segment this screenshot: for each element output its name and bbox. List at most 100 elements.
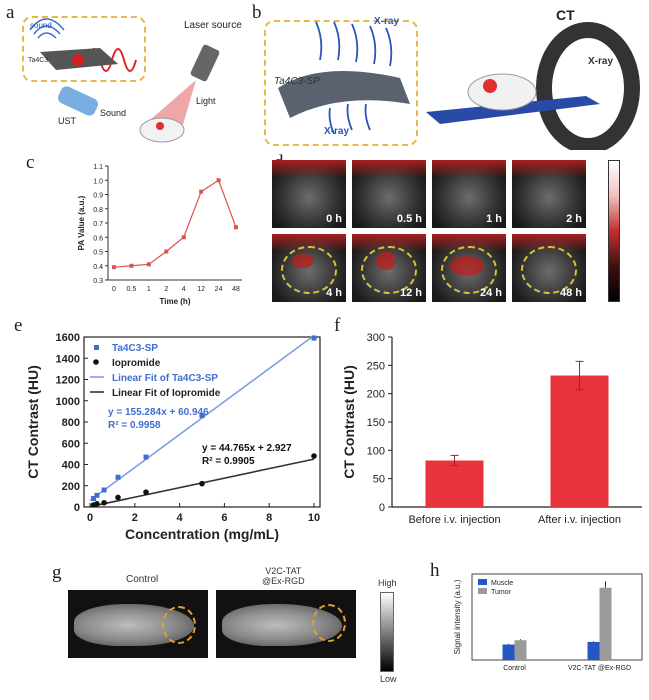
e-legend-fit1: Linear Fit of Ta4C3-SP: [112, 373, 218, 384]
label-sound-2: Sound: [100, 108, 126, 118]
label-ta4c3: Ta4C3: [28, 57, 48, 64]
mri-scale-high: High: [378, 578, 397, 588]
ultrasound-tile: 0.5 h: [352, 160, 426, 228]
mri-title-control: Control: [126, 574, 159, 585]
tumor-outline: [441, 246, 497, 294]
c-data-point: [112, 265, 116, 270]
pa-signal-band: [352, 234, 426, 252]
ultrasound-time-label: 4 h: [326, 287, 342, 299]
c-x-tick-label: 0.5: [127, 286, 137, 293]
c-y-axis-label: PA Value (a.u.): [77, 195, 86, 250]
panel-a: a sound Ta4C3 Laser source Light UST Sou…: [0, 0, 250, 150]
ct-table-icon: [426, 96, 600, 124]
c-y-tick-label: 1.0: [93, 178, 103, 185]
laser-source-icon: [190, 44, 220, 82]
panel-c: c 0.3 0.4 0.5 0.6 0.7 0.8 0.9 1.0 1.1 0 0.5 1 2 4 12 24…: [0, 150, 260, 310]
ultrasound-time-label: 12 h: [399, 287, 422, 299]
e-legend-marker-ta4c3: [94, 345, 99, 350]
panel-e: e 0 200 400 600 800 1000 1200 1400 1600 0 2 4 6 8 10 Ta…: [0, 315, 330, 555]
pa-signal-band: [432, 160, 506, 178]
ultrasound-time-label: 2 h: [566, 213, 582, 225]
chart-c: 0.30.40.50.60.70.80.91.01.10 0.5 1 2 4 12 24 48…: [77, 164, 242, 306]
ultrasound-time-label: 0 h: [326, 213, 342, 225]
label-xray-ring: X-ray: [588, 56, 613, 67]
e-x-tick-label: 10: [308, 512, 320, 524]
e-point-ta4c3: [115, 474, 121, 480]
panel-f: f 0 50 100 150 200 250 300 Before i.v. injectio…: [330, 315, 649, 555]
heat-spot-icon: [72, 54, 84, 66]
e-point-iopromide: [115, 494, 121, 501]
f-y-tick-label: 300: [367, 332, 385, 344]
pa-signal-band: [272, 234, 346, 252]
c-y-tick-label: 0.3: [93, 278, 103, 285]
e-x-tick-label: 0: [87, 512, 93, 524]
c-data-point: [216, 178, 221, 183]
h-bar: [502, 644, 515, 660]
mri-title-v2c-line1: V2C-TAT: [265, 566, 302, 576]
label-ust: UST: [58, 116, 77, 126]
e-point-iopromide: [101, 499, 107, 506]
panel-label-h: h: [430, 560, 440, 581]
panel-label-c: c: [26, 152, 35, 173]
e-point-iopromide: [311, 453, 317, 459]
h-legend-swatch: [478, 588, 487, 594]
tumor-outline-v2c: [312, 604, 346, 642]
f-y-tick-label: 200: [367, 389, 385, 401]
c-y-tick-label: 0.7: [93, 221, 103, 228]
ultrasound-tile: 4 h: [272, 234, 346, 302]
mri-title-v2c: V2C-TAT @Ex-RGD: [262, 566, 305, 586]
chart-e: 0 200 400 600 800 1000 1200 1400 1600 0 2 4 6 8 10 Ta4C…: [25, 332, 321, 542]
e-y-tick-label: 1600: [56, 332, 80, 344]
ultrasound-tile: 1 h: [432, 160, 506, 228]
c-series-line: [113, 179, 237, 268]
e-x-tick-label: 4: [177, 512, 184, 524]
label-xray-top: X-ray: [374, 16, 399, 27]
c-x-tick-label: 1: [147, 286, 151, 293]
mri-image-v2c: [216, 590, 356, 658]
c-x-axis-label: Time (h): [160, 297, 191, 306]
e-legend-fit2: Linear Fit of Iopromide: [112, 388, 221, 399]
ultrasound-tile: 12 h: [352, 234, 426, 302]
e-y-tick-label: 200: [62, 481, 80, 493]
panel-d: d 0 h0.5 h1 h2 h4 h12 h24 h48 h: [262, 150, 649, 310]
label-laser-source: Laser source: [184, 20, 242, 31]
e-y-tick-label: 400: [62, 460, 80, 472]
e-y-tick-label: 1200: [56, 375, 80, 387]
inset-box-a: [22, 16, 146, 82]
c-x-tick-label: 48: [232, 286, 240, 293]
ultrasound-time-label: 0.5 h: [396, 213, 422, 225]
pa-signal-band: [272, 160, 346, 178]
c-x-tick-label: 24: [215, 286, 223, 293]
c-data-point: [146, 262, 151, 267]
pa-signal-band: [432, 234, 506, 252]
ct-gantry-icon: [536, 22, 640, 150]
panel-a-illustration: sound Ta4C3 Laser source Light UST Sound: [28, 18, 242, 143]
c-x-tick-label: 4: [182, 286, 186, 293]
ultrasound-tile: 24 h: [432, 234, 506, 302]
h-legend-swatch: [478, 579, 487, 585]
f-y-tick-label: 150: [367, 417, 385, 429]
c-x-tick-label: 12: [197, 286, 205, 293]
tumor-outline: [521, 246, 577, 294]
c-y-tick-label: 0.5: [93, 250, 103, 257]
tumor-outline: [361, 246, 417, 294]
h-bar: [587, 641, 600, 660]
panel-b: b X-ray Ta4C3-SP X-ray CT X-ray: [250, 0, 649, 150]
colorbar: [608, 160, 620, 302]
c-data-point: [164, 249, 169, 254]
ultrasound-tile: 0 h: [272, 160, 346, 228]
f-y-tick-label: 50: [373, 474, 385, 486]
e-point-ta4c3: [311, 335, 317, 341]
tumor-outline: [281, 246, 337, 294]
f-category-label: After i.v. injection: [538, 514, 621, 526]
ultrasound-time-label: 48 h: [559, 287, 582, 299]
pa-signal-band: [352, 160, 426, 178]
label-ct: CT: [556, 7, 575, 23]
e-x-tick-label: 2: [132, 512, 138, 524]
c-data-point: [181, 235, 186, 240]
c-y-tick-label: 0.4: [93, 264, 103, 271]
chart-f: 0 50 100 150 200 250 300 Before i.v. injection A…: [341, 332, 642, 526]
e-fit-r2: R² = 0.9958: [108, 420, 161, 431]
h-y-axis-label: Signal intensity (a.u.): [453, 579, 462, 654]
c-data-point: [199, 189, 204, 194]
